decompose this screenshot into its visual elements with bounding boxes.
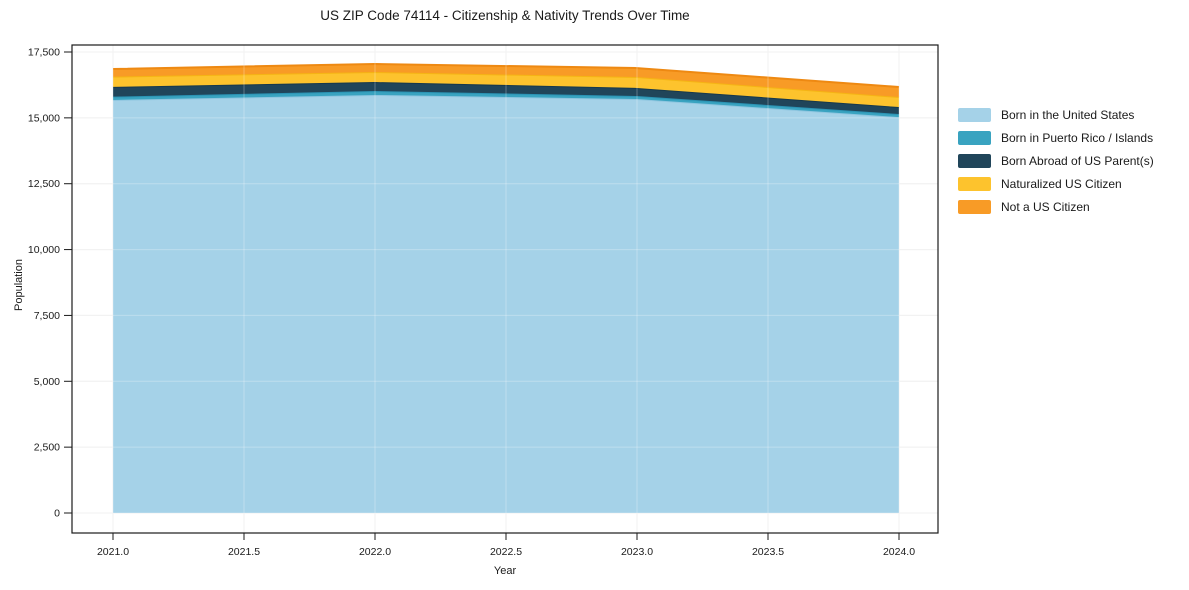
edge-not-a-us-citizen (112, 62, 900, 89)
x-tick-label: 2024.0 (883, 546, 915, 558)
area-naturalized-us-citizen (113, 72, 899, 108)
x-tick-label: 2022.0 (359, 546, 391, 558)
legend-swatch (958, 108, 991, 122)
x-tick-label: 2021.5 (228, 546, 260, 558)
y-tick-label: 5,000 (34, 376, 60, 388)
area-born-abroad-of-us-parent-s (113, 82, 899, 115)
legend-label: Born in the United States (1001, 108, 1135, 122)
legend-swatch (958, 200, 991, 214)
y-tick-label: 17,500 (28, 47, 60, 59)
x-tick-label: 2021.0 (97, 546, 129, 558)
legend-swatch (958, 177, 991, 191)
legend-label: Not a US Citizen (1001, 200, 1090, 214)
legend-item-born-abroad-of-us-parent-s: Born Abroad of US Parent(s) (958, 154, 1154, 168)
legend-item-naturalized-us-citizen: Naturalized US Citizen (958, 177, 1154, 191)
gridlines-over (72, 45, 938, 533)
x-axis-label: Year (493, 565, 517, 577)
legend-swatch (958, 154, 991, 168)
plot-border (71, 44, 939, 534)
legend-item-born-in-puerto-rico-islands: Born in Puerto Rico / Islands (958, 131, 1154, 145)
legend-label: Born Abroad of US Parent(s) (1001, 154, 1154, 168)
x-tick-label: 2023.5 (752, 546, 784, 558)
y-tick-label: 0 (54, 508, 60, 520)
legend: Born in the United States Born in Puerto … (958, 108, 1154, 223)
x-tick-label: 2022.5 (490, 546, 522, 558)
y-tick-label: 7,500 (34, 310, 60, 322)
legend-item-born-in-the-united-states: Born in the United States (958, 108, 1154, 122)
area-not-a-us-citizen (113, 63, 899, 98)
chart-title: US ZIP Code 74114 - Citizenship & Nativi… (320, 8, 690, 23)
area-born-in-the-united-states (113, 94, 899, 514)
legend-label: Naturalized US Citizen (1001, 177, 1122, 191)
x-tick-label: 2023.0 (621, 546, 653, 558)
legend-item-not-a-us-citizen: Not a US Citizen (958, 200, 1154, 214)
y-tick-label: 10,000 (28, 244, 60, 256)
legend-label: Born in Puerto Rico / Islands (1001, 131, 1154, 145)
y-tick-label: 15,000 (28, 112, 60, 124)
y-tick-label: 12,500 (28, 178, 60, 190)
y-tick-label: 2,500 (34, 442, 60, 454)
legend-swatch (958, 131, 991, 145)
